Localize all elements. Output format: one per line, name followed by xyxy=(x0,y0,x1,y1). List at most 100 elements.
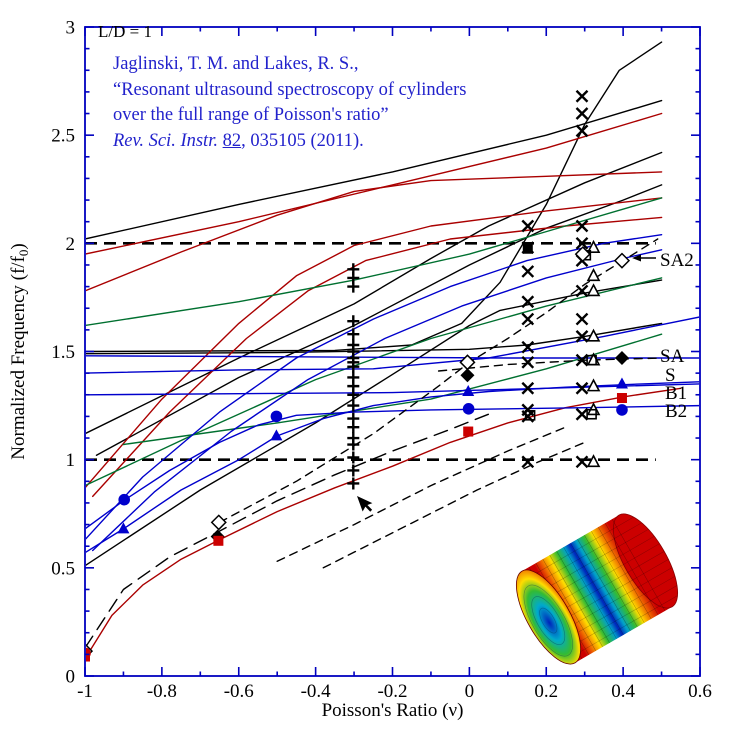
curve-black-1.5-flat xyxy=(86,322,663,355)
open-diamond-marker xyxy=(210,514,227,531)
curve-blue-horizontal-1.47 xyxy=(86,355,699,359)
citation-block: Jaglinski, T. M. and Lakes, R. S., “Reso… xyxy=(113,52,466,154)
cap-ring xyxy=(523,584,573,657)
y-tick-label: 3 xyxy=(66,18,76,39)
mode-label-SA: SA xyxy=(660,346,685,367)
mode-label-B1: B1 xyxy=(665,383,687,404)
cross-marker xyxy=(575,455,589,469)
mesh-line-vertical xyxy=(542,558,597,652)
citation-volume: 82 xyxy=(222,130,242,151)
circle-marker xyxy=(270,410,283,423)
y-tick-label: 0 xyxy=(66,667,76,688)
open-square-marker xyxy=(586,408,597,420)
plus-marker xyxy=(347,315,360,328)
fem-cylinder-inset xyxy=(515,513,679,665)
curve-blue-steep-a xyxy=(86,233,663,540)
mesh-line-horizontal xyxy=(571,595,678,658)
curve-black-diag-2 xyxy=(95,184,663,456)
circle-marker xyxy=(118,493,131,506)
curve-blue-1.40 xyxy=(86,316,699,374)
marker-series-square-filled-black xyxy=(522,243,533,254)
open-triangle-marker xyxy=(586,328,601,342)
plus-marker xyxy=(347,280,360,293)
cross-marker xyxy=(575,381,589,395)
mesh-line-vertical xyxy=(556,550,610,644)
citation-title-line1: “Resonant ultrasound spectroscopy of cyl… xyxy=(113,79,467,100)
cap-ring xyxy=(531,596,566,645)
square-marker xyxy=(616,393,627,404)
marker-series-circle-red xyxy=(86,647,91,659)
marker-series-plus-column xyxy=(347,263,360,490)
open-triangle-marker xyxy=(586,378,601,392)
citation-reference: Rev. Sci. Instr. 82, 035105 (2011). xyxy=(113,129,466,155)
mesh-line-horizontal xyxy=(526,516,634,580)
mesh-line-vertical xyxy=(570,542,624,636)
plus-marker xyxy=(347,421,360,434)
curve-black-diag-low xyxy=(86,279,663,566)
cross-marker xyxy=(521,265,535,278)
cross-marker xyxy=(575,124,589,138)
square-marker xyxy=(213,535,224,546)
x-tick-label: 0.6 xyxy=(688,681,712,702)
triangle-marker xyxy=(270,429,283,441)
mesh-line-vertical xyxy=(584,534,638,628)
y-tick-label: 2.5 xyxy=(51,126,75,147)
cross-marker xyxy=(575,284,589,298)
cursor-arrow-icon xyxy=(357,496,373,512)
mesh-line-vertical xyxy=(549,554,603,648)
square-marker xyxy=(463,426,474,437)
curve-dash-diag-2 xyxy=(322,441,586,569)
open-square-marker xyxy=(524,410,536,421)
x-axis-title: Poisson's Ratio (ν) xyxy=(322,700,464,721)
curve-blue-B2-mode xyxy=(86,404,699,530)
open-triangle-marker xyxy=(586,283,601,297)
curve-black-1.5-veering xyxy=(86,41,663,353)
citation-title-line2: over the full range of Poisson's ratio” xyxy=(113,105,389,125)
mesh-line-horizontal xyxy=(562,576,676,642)
x-tick-label: -1 xyxy=(77,681,93,702)
mode-label-S: S xyxy=(665,365,676,386)
plus-marker xyxy=(347,451,360,464)
x-tick-label: -0.8 xyxy=(147,681,177,702)
y-tick-label: 2 xyxy=(66,234,76,255)
curve-blue-steep-b xyxy=(91,249,663,552)
aspect-ratio-label: L/D = 1 xyxy=(98,22,152,41)
circle-marker xyxy=(462,403,475,415)
y-axis-title: Normalized Frequency (f/f0) xyxy=(8,243,31,459)
triangle-marker xyxy=(117,522,130,534)
marker-series-cross-column-0.30 xyxy=(575,89,589,469)
circle-marker xyxy=(86,647,91,659)
mesh-line-vertical xyxy=(563,546,617,640)
curve-red-flattening xyxy=(86,171,663,292)
plus-marker xyxy=(347,477,360,490)
cross-marker xyxy=(575,407,589,421)
plus-marker xyxy=(347,438,360,451)
cross-marker xyxy=(575,330,589,343)
mesh-line-horizontal xyxy=(530,522,642,587)
marker-series-circle-blue-B2 xyxy=(118,403,628,506)
cross-marker xyxy=(575,219,589,233)
curve-dash-diag-1 xyxy=(276,426,567,562)
cross-marker xyxy=(575,312,589,326)
plus-marker xyxy=(347,328,360,341)
curve-dash-SA2-branch xyxy=(218,238,659,524)
plus-marker xyxy=(347,360,360,373)
mode-label-SA2: SA2 xyxy=(660,250,694,271)
mesh-line-vertical xyxy=(591,530,645,624)
x-tick-label: 0 xyxy=(465,681,475,702)
mesh-line-vertical xyxy=(611,518,666,612)
curve-dash-long-B1-companion xyxy=(86,413,490,648)
mesh-line-horizontal xyxy=(548,551,665,619)
y-tick-label: 0.5 xyxy=(51,558,75,579)
triangle-marker xyxy=(462,385,475,397)
mode-label-B2: B2 xyxy=(665,401,687,422)
mode-label-arrowhead xyxy=(632,254,641,262)
cross-marker xyxy=(521,340,535,354)
mesh-line-horizontal xyxy=(539,536,655,603)
y-tick-label: 1.5 xyxy=(51,342,75,363)
curve-red-steep-a xyxy=(86,197,663,488)
plus-marker xyxy=(347,464,360,477)
citation-journal: Rev. Sci. Instr. xyxy=(113,130,223,151)
mesh-line-horizontal xyxy=(553,559,669,626)
cross-marker xyxy=(521,219,535,233)
